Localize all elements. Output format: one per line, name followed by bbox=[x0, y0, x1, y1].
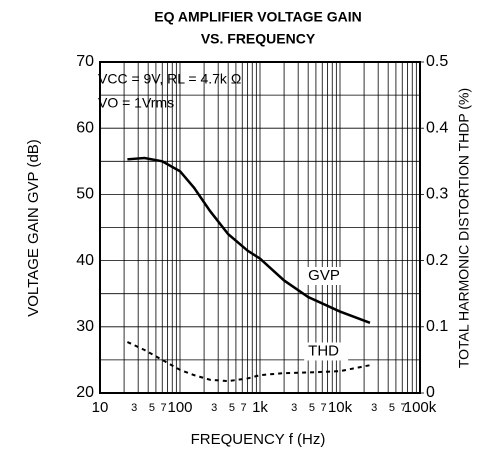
y2-tick-label: 0.1 bbox=[426, 318, 448, 335]
y-tick-label: 30 bbox=[76, 318, 94, 335]
y2-tick-label: 0.5 bbox=[426, 53, 448, 70]
y-axis-label: VOLTAGE GAIN GVP (dB) bbox=[25, 139, 42, 317]
y-tick-label: 70 bbox=[76, 53, 94, 70]
annotation: VO = 1Vrms bbox=[98, 95, 174, 111]
series-label: THD bbox=[308, 342, 339, 359]
x-tick-label: 3 bbox=[291, 402, 297, 414]
y-tick-label: 50 bbox=[76, 186, 94, 203]
y2-tick-label: 0.4 bbox=[426, 119, 448, 136]
series-label-bg bbox=[304, 267, 349, 286]
plot-frame bbox=[99, 61, 421, 394]
y2-axis-label: TOTAL HARMONIC DISTORTION THDP (%) bbox=[456, 88, 472, 368]
series-label-bg bbox=[304, 342, 349, 361]
x-tick-label: 7 bbox=[401, 402, 407, 414]
x-tick-label: 7 bbox=[241, 402, 247, 414]
chart-title: VS. FREQUENCY bbox=[201, 31, 316, 47]
x-tick-label: 5 bbox=[229, 402, 235, 414]
y2-tick-label: 0.3 bbox=[426, 186, 448, 203]
x-axis-label: FREQUENCY f (Hz) bbox=[191, 431, 326, 448]
annotation-box bbox=[95, 66, 323, 116]
series-line bbox=[127, 156, 371, 324]
x-tick-label: 10 bbox=[92, 399, 109, 416]
x-tick-label: 5 bbox=[309, 402, 315, 414]
series-label: GVP bbox=[308, 267, 340, 284]
x-tick-label: 7 bbox=[321, 402, 327, 414]
y2-tick-label: 0 bbox=[426, 384, 435, 401]
x-tick-label: 3 bbox=[211, 402, 217, 414]
y2-tick-label: 0.2 bbox=[426, 252, 448, 269]
annotation: VCC = 9V, RL = 4.7k Ω bbox=[98, 71, 241, 87]
y-tick-label: 20 bbox=[76, 384, 94, 401]
y-tick-label: 40 bbox=[76, 252, 94, 269]
y-tick-label: 60 bbox=[76, 119, 94, 136]
x-tick-label: 7 bbox=[161, 402, 167, 414]
x-tick-label: 5 bbox=[149, 402, 155, 414]
x-tick-label: 3 bbox=[131, 402, 137, 414]
x-tick-label: 3 bbox=[371, 402, 377, 414]
x-tick-label: 1k bbox=[252, 399, 268, 416]
x-tick-label: 5 bbox=[389, 402, 395, 414]
x-tick-label: 100k bbox=[404, 399, 437, 416]
chart-title: EQ AMPLIFIER VOLTAGE GAIN bbox=[154, 9, 361, 25]
x-tick-label: 100 bbox=[167, 399, 192, 416]
x-tick-label: 10k bbox=[328, 399, 353, 416]
